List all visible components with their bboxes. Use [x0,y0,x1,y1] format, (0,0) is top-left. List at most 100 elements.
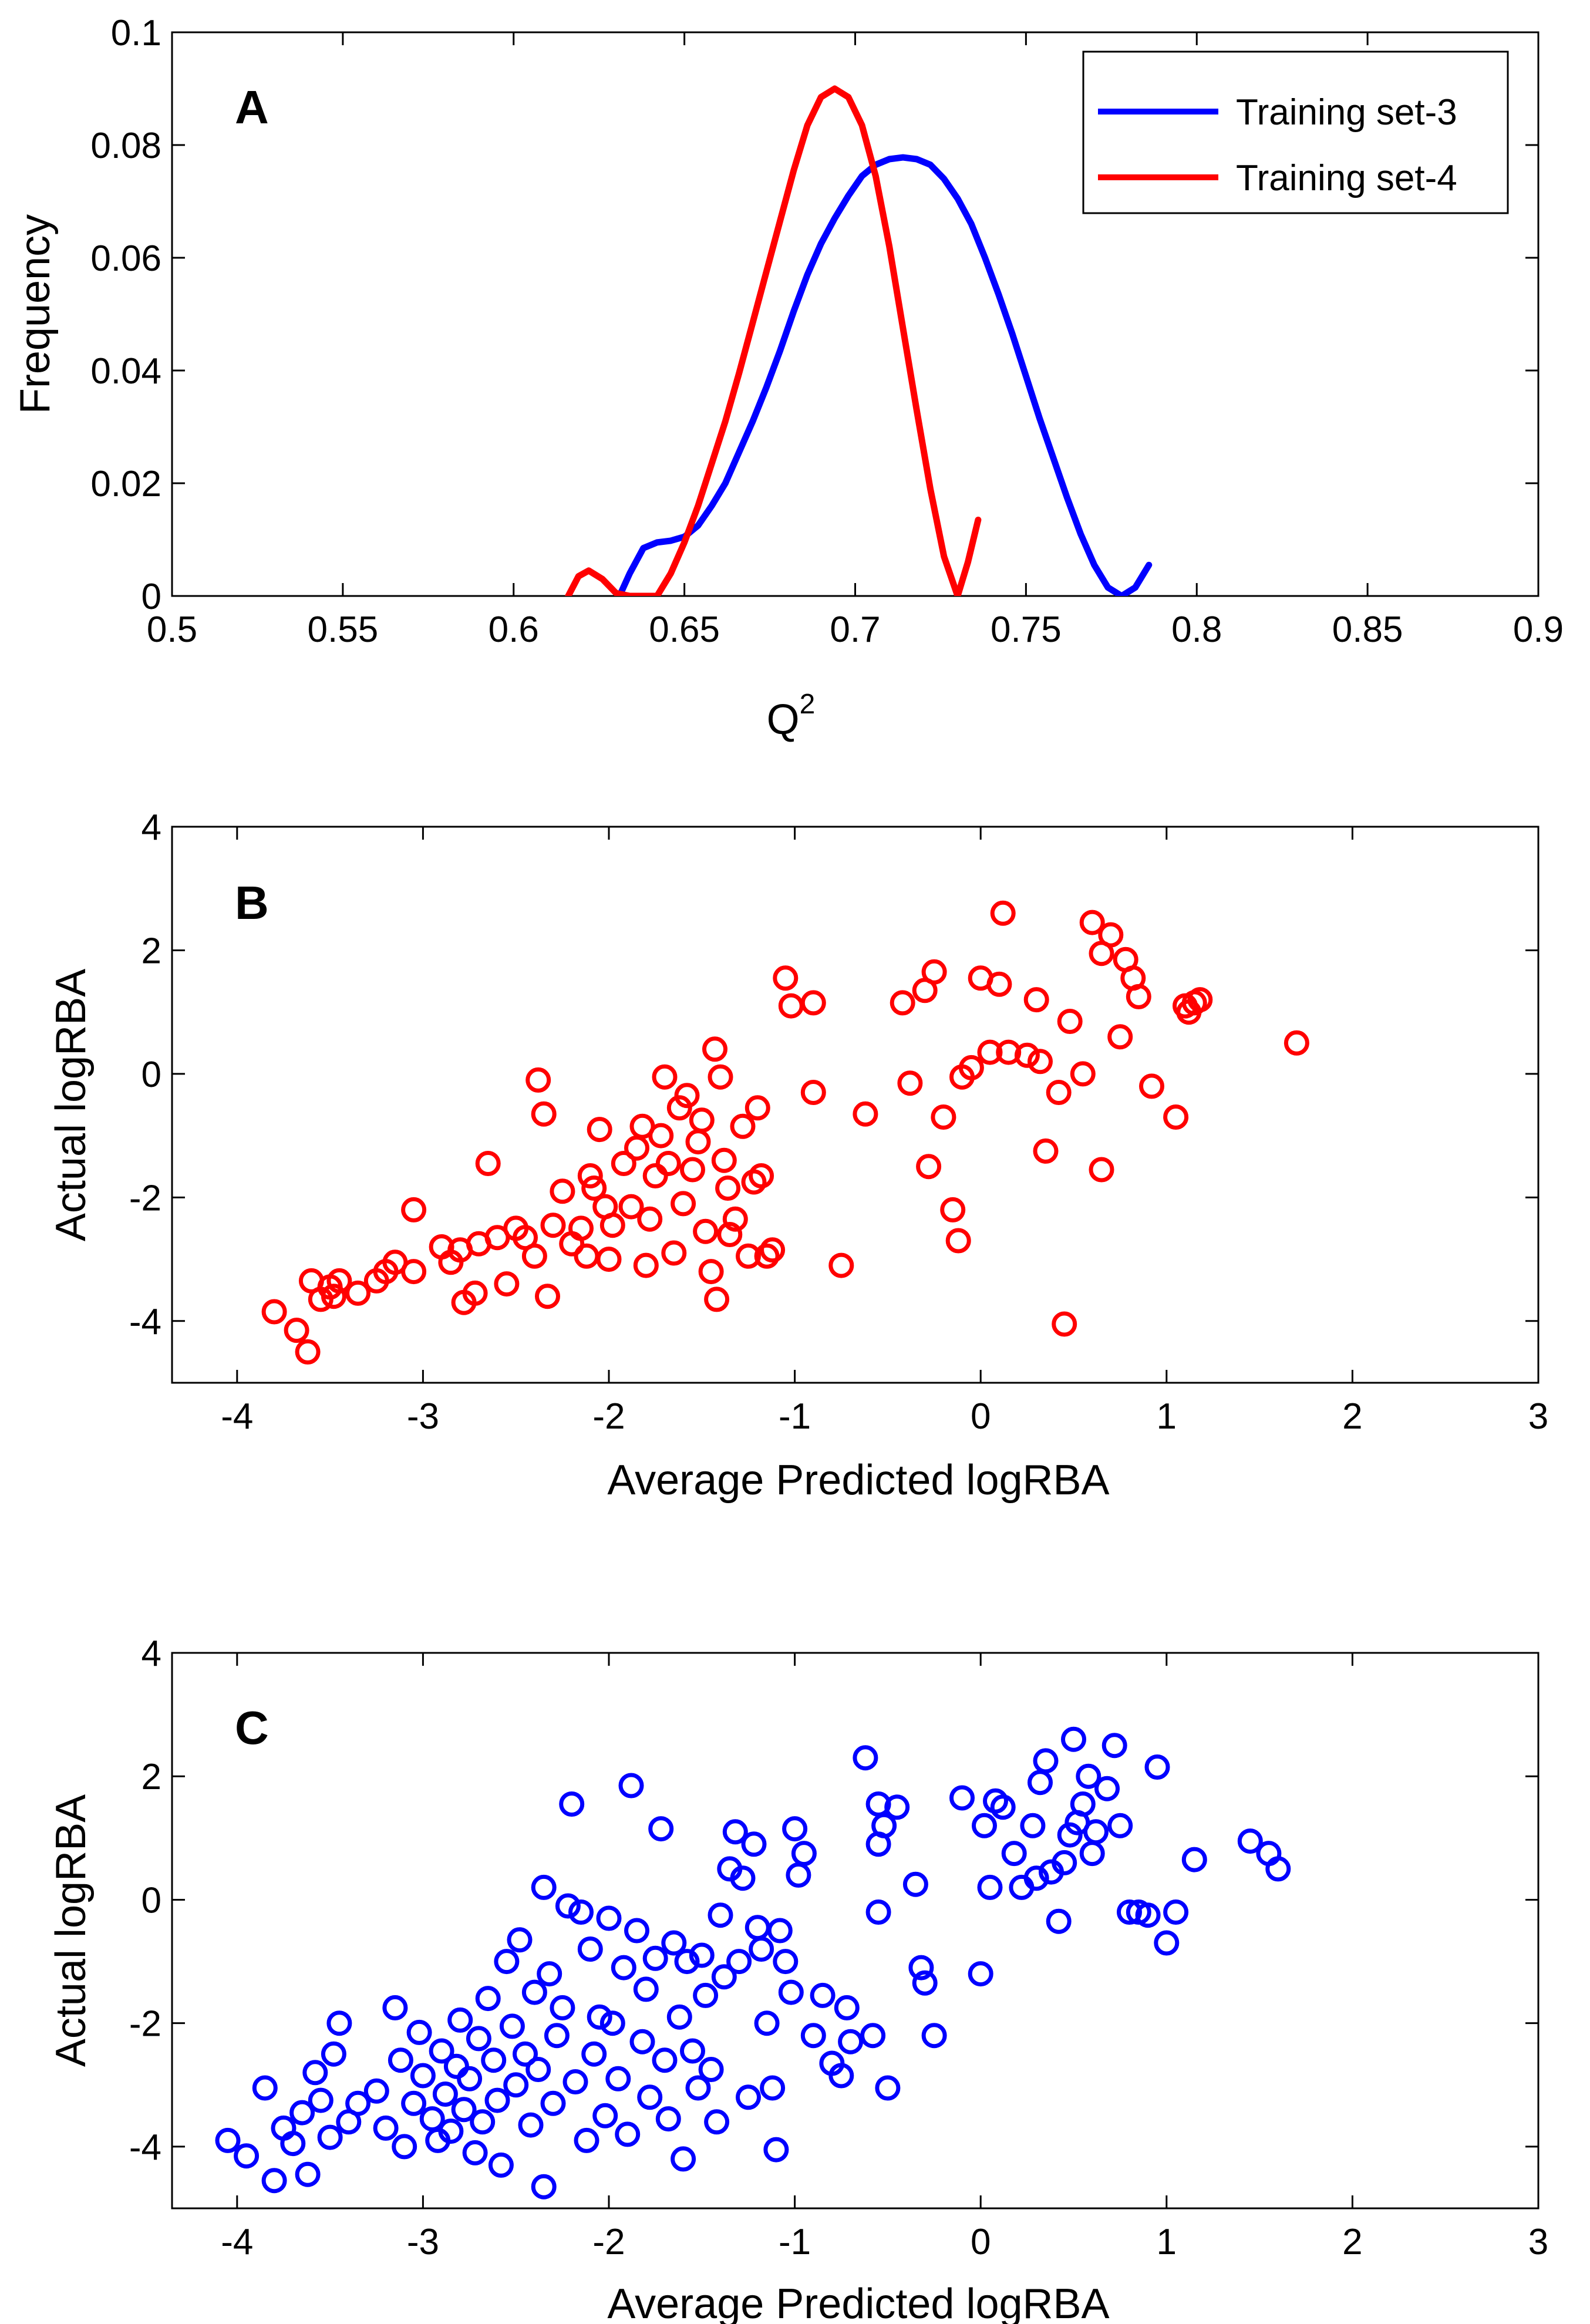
panel-c-data-point [749,1936,774,1962]
panel-c-data-point [592,2103,618,2128]
panel-b-data-point [1126,984,1151,1009]
panel-c-data-point [302,2060,328,2086]
panel-b-plot-area [171,826,1540,1384]
panel-b-data-point [1033,1138,1059,1164]
panel-c-data-point [1023,1865,1049,1891]
panel-c-ticks: -4 -3 -2 -1 0 1 2 3 -4 -2 0 2 4 [129,1633,1548,2262]
panel-c-data-point [782,1816,808,1842]
panel-c-data-point [215,2127,241,2153]
panel-c-data-point [317,2124,343,2150]
panel-b-data-point [633,1252,659,1278]
panel-c-xtick-label: 2 [1342,2222,1362,2262]
panel-c-data-point [470,2109,496,2135]
panel-b-data-point [1023,987,1049,1013]
panel-b-data-point [661,1240,687,1266]
panel-b-xtick-label: -1 [779,1396,811,1437]
panel-b-data-point [521,1243,547,1269]
panel-c-data-point [252,2075,278,2101]
panel-b-data-point [401,1259,427,1285]
panel-c-data-point [912,1970,938,1996]
panel-c-data-point [618,1773,644,1798]
panel-c-ytick-label: -2 [129,2004,161,2045]
panel-b-data-point [853,1101,878,1127]
panel-a-xtick-label: 0.9 [1513,609,1564,650]
panel-a-xtick-label: 0.6 [489,609,539,650]
panel-c-data-point [388,2047,413,2073]
panel-c-data-point [726,1949,752,1975]
panel-c-data-point [800,2023,826,2049]
panel-c-data-point [834,1995,860,2020]
panel-c-data-point [736,2084,761,2110]
panel-b-data-point [749,1163,774,1188]
panel-c-data-point [499,2013,525,2039]
panel-c-data-point [865,1899,891,1925]
panel-c-data-point [615,2121,641,2147]
panel-b-ticks: -4 -3 -2 -1 0 1 2 3 -4 -2 0 2 4 [129,807,1548,1437]
panel-c-data-point [629,2029,655,2054]
panel-c-data-point [1154,1930,1180,1956]
panel-b-data-point [581,1176,607,1201]
panel-c-data-point [401,2090,427,2116]
panel-b-ytick-label: -4 [129,1302,161,1342]
panel-c-data-point [810,1982,836,2008]
panel-c-data-point [1144,1754,1170,1780]
panel-c-data-point [261,2168,287,2194]
panel-b-xtick-label: -3 [407,1396,439,1437]
panel-c-data-point [1052,1850,1077,1875]
panel-b-data-point [745,1095,770,1121]
panel-c-xtick-label: 3 [1528,2222,1548,2262]
panel-c-data-point [760,2075,786,2101]
panel-b-xtick-label: -2 [592,1396,625,1437]
panel-b-data-point [535,1284,560,1309]
panel-b-data-point [321,1284,346,1309]
panel-a-xtick-label: 0.7 [830,609,880,650]
panel-c-data-point [1046,1908,1072,1934]
panel-c-data-point [1237,1828,1263,1854]
panel-b-data-point [587,1117,612,1143]
panel-c: C -4 -3 -2 -1 0 1 2 3 -4 -2 0 2 4 Actual logRBA Aver… [48,1633,1548,2324]
panel-b-data-point [754,1243,780,1269]
panel-c-data-point [429,2038,454,2064]
panel-c-ytick-label: 0 [142,1880,161,1921]
panel-c-data-point [773,1949,799,1975]
panel-b-data-point [717,1222,743,1247]
panel-c-data-point [972,1813,997,1838]
panel-c-data-point [475,1986,501,2012]
panel-b-xtick-label: 3 [1528,1396,1548,1437]
panel-c-data-point [838,2029,864,2054]
panel-c-data-point [828,2063,854,2089]
panel-c-data-point [778,1979,804,2005]
panel-b-data-point [773,965,799,991]
panel-b-data-point [550,1178,575,1204]
panel-c-data-point [1020,1813,1046,1838]
panel-c-data-point [708,1902,733,1928]
panel-b-data-point [940,1197,966,1222]
panel-c-data-point [392,2134,417,2160]
panel-c-data-point [451,2097,477,2123]
panel-c-data-point [1107,1813,1133,1838]
panel-c-data-point [521,1979,547,2005]
panel-c-data-point [1001,1841,1027,1867]
panel-b-data-point [540,1212,566,1238]
panel-c-data-point [624,1918,649,1944]
panel-b-data-point [345,1280,371,1306]
panel-c-data-point [1083,1819,1109,1845]
panel-c-data-point [704,2109,730,2135]
panel-c-data-point [680,2038,705,2064]
panel-b-data-point [1098,922,1124,948]
panel-c-data-point [698,2057,724,2082]
panel-c-data-point [1101,1733,1127,1759]
panel-b-data-point [462,1280,488,1306]
panel-c-data-point [503,2072,529,2098]
panel-c-data-point [648,1816,674,1842]
panel-c-data-point [432,2082,458,2107]
legend-label-training-set-3: Training set-3 [1236,92,1457,133]
panel-b-data-point [698,1259,724,1285]
panel-b-data-point [1014,1042,1040,1068]
panel-c-data-point [234,2143,260,2169]
panel-b-data-point [680,1157,705,1183]
panel-b-data-point [1107,1024,1133,1050]
panel-c-plot-area [171,1652,1540,2210]
panel-c-data-point [990,1794,1016,1820]
panel-b-data-point [1079,910,1105,935]
